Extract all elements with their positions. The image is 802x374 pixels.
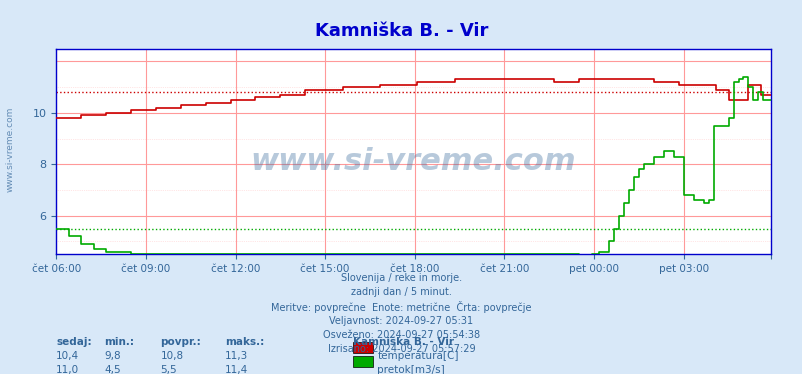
Text: temperatura[C]: temperatura[C] [377,351,458,361]
Text: www.si-vreme.com: www.si-vreme.com [5,107,14,192]
Text: povpr.:: povpr.: [160,337,201,347]
Text: www.si-vreme.com: www.si-vreme.com [250,147,576,176]
Text: zadnji dan / 5 minut.: zadnji dan / 5 minut. [350,287,452,297]
Text: Izrisano: 2024-09-27 05:57:29: Izrisano: 2024-09-27 05:57:29 [327,344,475,354]
Text: 11,3: 11,3 [225,351,248,361]
Text: pretok[m3/s]: pretok[m3/s] [377,365,444,374]
Text: Kamniška B. - Vir: Kamniška B. - Vir [314,22,488,40]
Text: Veljavnost: 2024-09-27 05:31: Veljavnost: 2024-09-27 05:31 [329,316,473,326]
Text: sedaj:: sedaj: [56,337,91,347]
Text: 9,8: 9,8 [104,351,121,361]
Text: 11,4: 11,4 [225,365,248,374]
Text: maks.:: maks.: [225,337,264,347]
Text: 5,5: 5,5 [160,365,177,374]
Text: Meritve: povprečne  Enote: metrične  Črta: povprečje: Meritve: povprečne Enote: metrične Črta:… [271,301,531,313]
Text: Osveženo: 2024-09-27 05:54:38: Osveženo: 2024-09-27 05:54:38 [322,330,480,340]
Text: 11,0: 11,0 [56,365,79,374]
Text: min.:: min.: [104,337,134,347]
Text: Slovenija / reke in morje.: Slovenija / reke in morje. [341,273,461,283]
Text: 10,8: 10,8 [160,351,184,361]
Text: Kamniška B. - Vir: Kamniška B. - Vir [353,337,454,347]
Text: 4,5: 4,5 [104,365,121,374]
Text: 10,4: 10,4 [56,351,79,361]
